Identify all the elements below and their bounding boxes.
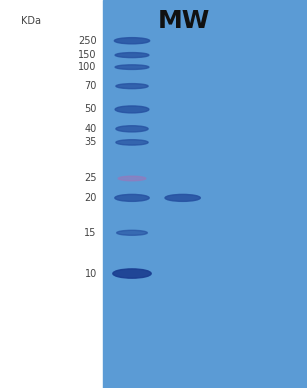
Ellipse shape [118,176,146,181]
Text: KDa: KDa [21,16,41,26]
Ellipse shape [114,38,150,44]
Text: 15: 15 [84,228,97,238]
Bar [103,0,307,388]
Ellipse shape [113,269,151,278]
Ellipse shape [116,140,148,145]
Text: 10: 10 [84,268,97,279]
Text: 250: 250 [78,36,97,46]
Text: 20: 20 [84,193,97,203]
Ellipse shape [115,106,149,113]
Ellipse shape [115,65,149,69]
Text: 70: 70 [84,81,97,91]
Ellipse shape [116,126,148,132]
Text: MW: MW [158,9,210,33]
Ellipse shape [115,53,149,57]
Text: 100: 100 [78,62,97,72]
Ellipse shape [116,83,148,88]
Text: 150: 150 [78,50,97,60]
Text: 40: 40 [84,124,97,134]
Ellipse shape [117,230,147,235]
Text: 50: 50 [84,104,97,114]
Ellipse shape [165,194,200,201]
Text: 35: 35 [84,137,97,147]
Text: 25: 25 [84,173,97,184]
Ellipse shape [115,194,149,201]
